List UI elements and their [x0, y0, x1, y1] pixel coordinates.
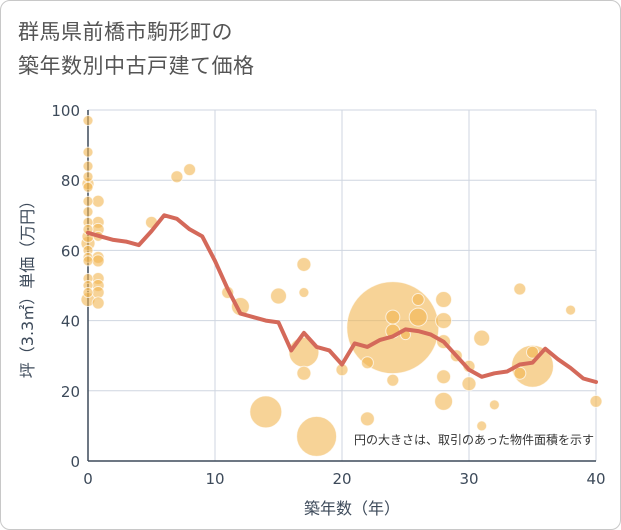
data-bubble-24	[91, 254, 105, 268]
data-bubble-47	[386, 373, 400, 387]
data-bubble-60	[476, 420, 488, 432]
data-bubble-5	[82, 181, 94, 193]
data-bubble-51	[435, 291, 453, 309]
data-bubble-6	[82, 195, 94, 207]
chart-title-line-1: 群馬県前橋市駒形町の	[18, 20, 233, 44]
data-bubble-2	[82, 160, 94, 172]
data-bubble-19	[91, 194, 105, 208]
data-bubble-30	[170, 170, 184, 184]
data-bubble-50	[408, 307, 428, 327]
data-bubble-65	[526, 345, 539, 359]
x-axis-label: 築年数（年）	[304, 499, 400, 518]
x-tick-label-3: 30	[459, 470, 478, 488]
y-axis-label: 坪（3.3㎡）単価（万円）	[18, 193, 37, 378]
x-tick-label-1: 10	[205, 470, 224, 488]
data-bubble-40	[296, 415, 338, 457]
data-bubble-14	[82, 255, 94, 267]
data-bubble-58	[461, 376, 477, 392]
data-bubble-7	[82, 206, 94, 218]
data-bubble-63	[513, 366, 527, 380]
data-bubble-37	[298, 287, 310, 299]
size-legend-note: 円の大きさは、取引のあった物件面積を示す	[354, 432, 594, 447]
data-bubble-66	[565, 304, 577, 316]
data-bubble-31	[183, 163, 197, 177]
data-bubble-45	[385, 309, 401, 325]
y-tick-label-4: 80	[61, 172, 80, 190]
data-bubble-42	[360, 356, 374, 370]
data-bubble-62	[513, 282, 527, 296]
data-bubble-54	[436, 369, 452, 385]
data-bubble-35	[270, 287, 287, 305]
data-bubble-39	[296, 365, 312, 381]
y-tick-label-1: 20	[61, 383, 80, 401]
data-bubble-28	[91, 296, 105, 310]
data-bubble-43	[359, 411, 375, 427]
data-bubble-55	[434, 391, 454, 411]
x-tick-label-4: 40	[586, 470, 605, 488]
data-bubble-36	[296, 256, 312, 272]
chart-title-line-2: 築年数別中古戸建て価格	[18, 54, 255, 78]
y-tick-label-5: 100	[51, 102, 80, 120]
data-bubble-61	[488, 399, 500, 411]
data-bubble-67	[589, 394, 603, 408]
chart-title: 群馬県前橋市駒形町の 築年数別中古戸建て価格	[18, 15, 255, 83]
average-price-line	[86, 213, 598, 384]
data-bubble-1	[82, 146, 94, 158]
data-bubble-17	[82, 287, 94, 299]
data-bubble-52	[435, 312, 453, 330]
x-tick-label-0: 0	[83, 470, 93, 488]
data-bubble-3	[82, 171, 94, 183]
y-tick-label-3: 60	[61, 242, 80, 260]
y-tick-label-2: 40	[61, 313, 80, 331]
data-bubble-59	[473, 329, 491, 347]
data-bubble-49	[411, 293, 425, 307]
y-tick-label-0: 0	[70, 453, 80, 471]
x-tick-label-2: 20	[332, 470, 351, 488]
data-bubble-34	[249, 395, 283, 429]
data-bubble-0	[82, 115, 94, 127]
